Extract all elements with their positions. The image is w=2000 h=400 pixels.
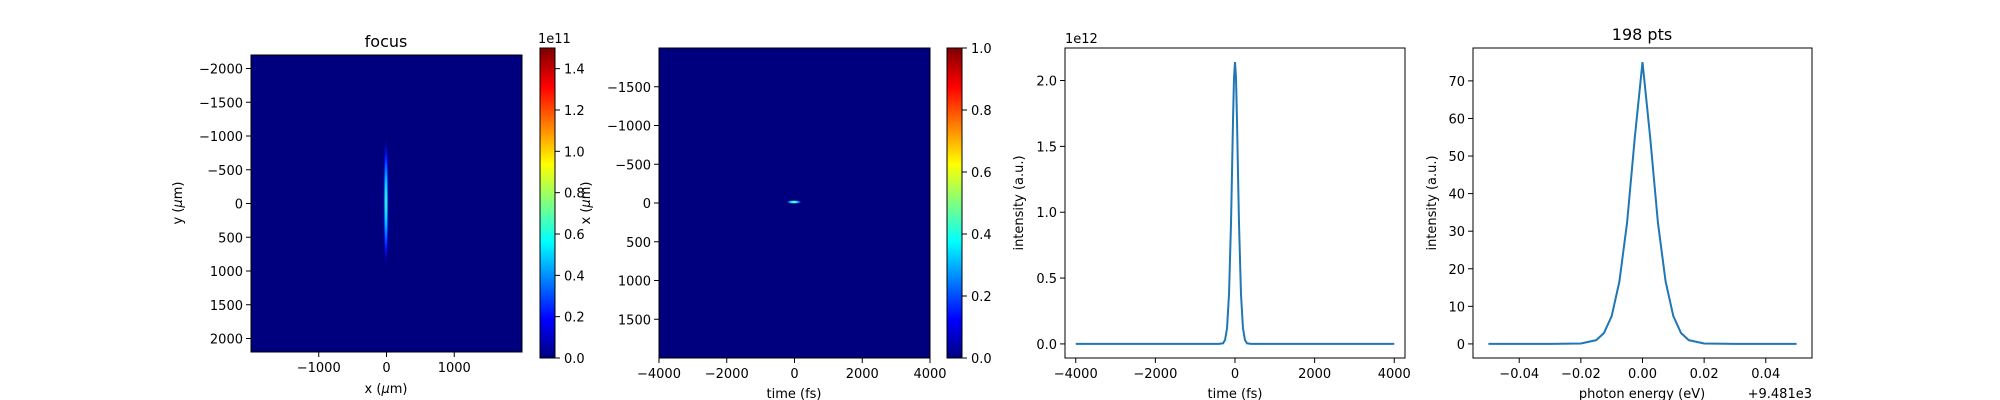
time-intensity-panel: −4000 −2000 0 2000 4000 0.0 0.5 1.0 1.5 2.0 1e12…	[1012, 32, 1411, 400]
energy-intensity-y-tick-label: 50	[1448, 150, 1465, 165]
energy-intensity-y-tick-label: 60	[1448, 112, 1465, 127]
time-intensity-y-offset-label: 1e12	[1065, 32, 1098, 47]
time-x-heatmap-y-axis: −1500 −1000 −500 0 500 1000 1500	[607, 81, 659, 328]
energy-intensity-y-tick-label: 40	[1448, 188, 1465, 203]
time-x-heatmap-panel: −4000 −2000 0 2000 4000 −1500 −1000 −500 0 500 10…	[579, 47, 947, 400]
time-x-heatmap-x-tick-label: 2000	[846, 367, 879, 382]
time-x-heatmap-x-axis: −4000 −2000 0 2000 4000	[637, 358, 947, 382]
time-x-heatmap-spot-feature	[786, 200, 802, 204]
time-x-colorbar-tick-label: 0.0	[971, 352, 992, 367]
focus-colorbar-tick-label: 0.0	[564, 352, 585, 367]
focus-colorbar-tick-label: 1.0	[564, 145, 585, 160]
time-intensity-x-tick-label: 4000	[1378, 367, 1411, 382]
focus-colorbar-offset-label: 1e11	[538, 32, 571, 47]
focus-heatmap-y-tick-label: −1000	[199, 130, 243, 145]
energy-intensity-y-tick-label: 30	[1448, 225, 1465, 240]
time-x-colorbar-tick-label: 0.4	[971, 228, 992, 243]
time-x-heatmap-y-tick-label: −1000	[607, 120, 651, 135]
focus-heatmap-y-tick-label: −2000	[199, 63, 243, 78]
time-x-heatmap-y-tick-label: 0	[643, 197, 651, 212]
time-x-heatmap-y-tick-label: 500	[626, 236, 651, 251]
focus-heatmap-title: focus	[365, 32, 408, 51]
energy-intensity-panel: 198 pts −0.04 −0.02 0.00 0.02 0.04 0 10 20 30 40…	[1425, 25, 1813, 400]
focus-heatmap-x-tick-label: −1000	[297, 361, 341, 376]
time-x-heatmap-x-label: time (fs)	[767, 387, 822, 400]
focus-colorbar-gradient	[539, 47, 556, 359]
time-intensity-y-label: intensity (a.u.)	[1012, 155, 1027, 250]
energy-intensity-title: 198 pts	[1612, 25, 1672, 44]
energy-intensity-x-label: photon energy (eV)	[1579, 387, 1705, 400]
time-intensity-x-tick-label: 0	[1231, 367, 1239, 382]
energy-intensity-y-label: intensity (a.u.)	[1425, 155, 1440, 250]
energy-intensity-y-axis: 0 10 20 30 40 50 60 70	[1448, 75, 1473, 353]
energy-intensity-x-tick-label: 0.02	[1690, 367, 1719, 382]
time-intensity-y-tick-label: 0.5	[1036, 272, 1057, 287]
time-x-heatmap-x-tick-label: 0	[790, 367, 798, 382]
focus-colorbar-tick-label: 0.4	[564, 269, 585, 284]
focus-heatmap-y-tick-label: 500	[218, 231, 243, 246]
focus-heatmap-x-label: x (μm)	[365, 382, 408, 397]
energy-intensity-y-tick-label: 20	[1448, 263, 1465, 278]
time-x-colorbar-gradient	[946, 47, 963, 359]
time-intensity-series-line	[1075, 62, 1395, 345]
time-x-heatmap-y-label: x (μm)	[579, 182, 594, 225]
time-intensity-x-label: time (fs)	[1208, 387, 1263, 400]
energy-intensity-frame	[1472, 47, 1813, 359]
focus-heatmap-y-tick-label: 2000	[210, 333, 243, 348]
energy-intensity-y-tick-label: 70	[1448, 75, 1465, 90]
time-intensity-y-tick-label: 1.5	[1036, 140, 1057, 155]
focus-colorbar-tick-label: 0.6	[564, 228, 585, 243]
time-intensity-x-tick-label: −4000	[1054, 367, 1098, 382]
time-x-heatmap-y-tick-label: −500	[615, 158, 651, 173]
time-intensity-y-tick-label: 1.0	[1036, 206, 1057, 221]
time-x-colorbar-tick-label: 1.0	[971, 42, 992, 57]
focus-heatmap-x-axis: −1000 0 1000	[297, 352, 471, 376]
focus-colorbar: 1e11 0.0 0.2 0.4 0.6 0.8 1.0 1.2 1.4	[538, 32, 585, 367]
focus-colorbar-tick-label: 1.4	[564, 63, 585, 78]
energy-intensity-x-tick-label: −0.04	[1499, 367, 1539, 382]
time-x-colorbar: 0.0 0.2 0.4 0.6 0.8 1.0	[946, 42, 992, 367]
focus-heatmap-y-axis: −2000 −1500 −1000 −500 0 500 1000 1500 2000	[199, 63, 251, 348]
time-intensity-x-axis: −4000 −2000 0 2000 4000	[1054, 358, 1411, 382]
time-intensity-y-tick-label: 2.0	[1036, 75, 1057, 90]
focus-heatmap-y-tick-label: −1500	[199, 96, 243, 111]
time-intensity-y-tick-label: 0.0	[1036, 338, 1057, 353]
focus-heatmap-panel: focus −1000 0 1000 −2000 −1500 −1000 −500 0 500…	[171, 32, 523, 397]
focus-heatmap-y-tick-label: 1500	[210, 299, 243, 314]
time-x-colorbar-tick-label: 0.8	[971, 104, 992, 119]
time-x-heatmap-y-tick-label: −1500	[607, 81, 651, 96]
focus-heatmap-y-tick-label: 0	[235, 198, 243, 213]
energy-intensity-x-tick-label: 0.04	[1751, 367, 1780, 382]
focus-colorbar-tick-label: 0.8	[564, 187, 585, 202]
energy-intensity-x-offset-label: +9.481e3	[1748, 387, 1812, 400]
time-intensity-y-axis: 0.0 0.5 1.0 1.5 2.0	[1036, 75, 1065, 353]
focus-colorbar-tick-label: 0.2	[564, 311, 585, 326]
energy-intensity-y-tick-label: 0	[1457, 338, 1465, 353]
time-x-colorbar-tick-label: 0.6	[971, 166, 992, 181]
energy-intensity-x-tick-label: −0.02	[1561, 367, 1601, 382]
time-intensity-x-tick-label: 2000	[1298, 367, 1331, 382]
time-x-colorbar-ticks: 0.0 0.2 0.4 0.6 0.8 1.0	[962, 42, 992, 367]
time-x-heatmap-x-tick-label: −4000	[637, 367, 681, 382]
time-x-colorbar-tick-label: 0.2	[971, 290, 992, 305]
focus-heatmap-x-tick-label: 1000	[438, 361, 471, 376]
time-x-heatmap-y-tick-label: 1500	[618, 313, 651, 328]
focus-heatmap-y-label: y (μm)	[171, 182, 186, 225]
time-x-heatmap-y-tick-label: 1000	[618, 275, 651, 290]
focus-colorbar-tick-label: 1.2	[564, 104, 585, 119]
time-intensity-frame	[1064, 47, 1406, 359]
energy-intensity-x-axis: −0.04 −0.02 0.00 0.02 0.04	[1499, 358, 1780, 382]
energy-intensity-x-tick-label: 0.00	[1628, 367, 1657, 382]
focus-heatmap-line-feature	[383, 134, 389, 270]
focus-heatmap-y-tick-label: 1000	[210, 265, 243, 280]
energy-intensity-series-line	[1488, 61, 1797, 345]
focus-colorbar-ticks: 0.0 0.2 0.4 0.6 0.8 1.0 1.2 1.4	[555, 63, 585, 367]
time-intensity-x-tick-label: −2000	[1133, 367, 1177, 382]
time-x-heatmap-x-tick-label: 4000	[913, 367, 946, 382]
focus-heatmap-y-tick-label: −500	[207, 164, 243, 179]
focus-heatmap-x-tick-label: 0	[382, 361, 390, 376]
time-x-heatmap-x-tick-label: −2000	[705, 367, 749, 382]
energy-intensity-y-tick-label: 10	[1448, 300, 1465, 315]
